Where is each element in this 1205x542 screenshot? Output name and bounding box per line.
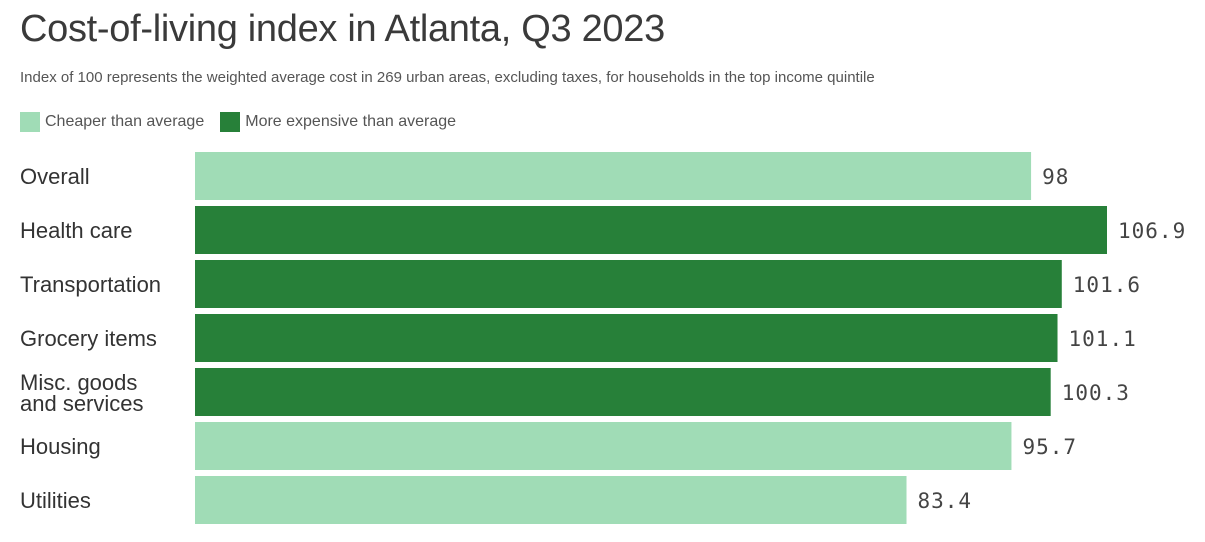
legend-swatch-expensive [220,112,241,132]
category-label-5: Housing [20,434,101,459]
bar-1 [195,206,1107,254]
chart-title: Cost-of-living index in Atlanta, Q3 2023 [20,8,665,50]
bar-0 [195,152,1032,200]
value-label-2: 101.6 [1073,273,1141,297]
category-label-6: Utilities [20,488,91,513]
bar-5 [195,422,1012,470]
legend-swatch-cheaper [20,112,40,132]
bar-4 [195,368,1051,416]
category-label-1: Health care [20,218,133,243]
category-label-3: Grocery items [20,326,157,351]
bar-2 [195,260,1062,308]
legend-label-expensive: More expensive than average [245,113,457,130]
legend-label-cheaper: Cheaper than average [45,113,205,130]
value-label-1: 106.9 [1118,219,1186,243]
chart-subtitle: Index of 100 represents the weighted ave… [20,69,875,86]
legend-item-cheaper: Cheaper than average [20,112,204,132]
value-label-3: 101.1 [1069,327,1137,351]
category-label-2: Transportation [20,272,161,297]
value-label-0: 98 [1042,165,1069,189]
bar-3 [195,314,1058,362]
value-label-5: 95.7 [1022,435,1077,459]
value-label-4: 100.3 [1062,381,1130,405]
category-label-0: Overall [20,164,90,189]
value-label-6: 83.4 [918,489,973,513]
legend-item-expensive: More expensive than average [220,112,456,132]
category-label-4: Misc. goods and services [20,370,144,416]
legend: Cheaper than average More expensive than… [20,112,472,132]
bar-6 [195,476,907,524]
